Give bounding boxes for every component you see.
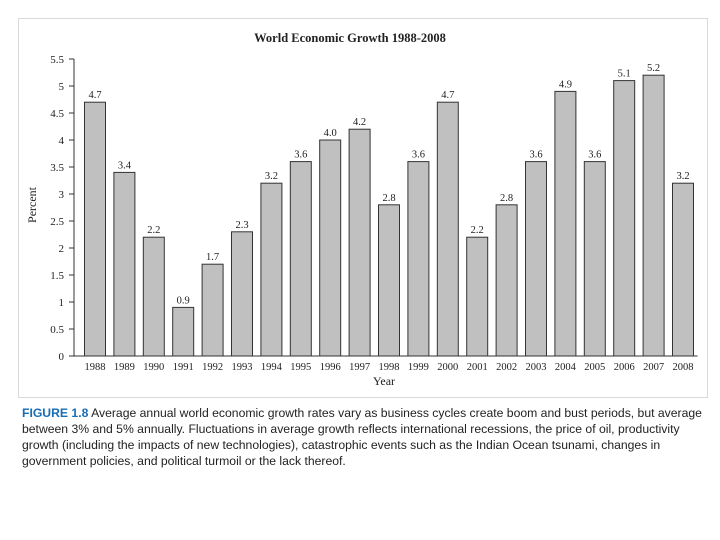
bar-value-label: 2.2 — [471, 225, 484, 236]
bar-value-label: 3.6 — [294, 150, 307, 161]
bar-1994 — [260, 182, 283, 357]
y-tick-label: 1 — [59, 297, 65, 309]
bar-2000 — [436, 101, 459, 357]
x-tick-label: 2008 — [673, 362, 694, 373]
x-tick-label: 2006 — [614, 362, 635, 373]
y-axis-label: Percent — [25, 186, 39, 223]
bar-1996 — [319, 139, 342, 357]
x-tick-label: 2007 — [643, 362, 664, 373]
y-tick-label: 3 — [59, 189, 65, 201]
bar-value-label: 2.3 — [235, 220, 248, 231]
bar-value-label: 4.2 — [353, 117, 366, 128]
bar-1989 — [113, 171, 136, 357]
bar-1992 — [201, 263, 224, 357]
bar-value-label: 5.2 — [647, 63, 660, 74]
bar-1995 — [289, 161, 312, 357]
x-tick-label: 2001 — [467, 362, 488, 373]
bar-value-label: 4.7 — [88, 90, 101, 101]
bar-1999 — [407, 161, 430, 357]
bar-value-label: 3.6 — [588, 150, 601, 161]
y-tick-label: 0 — [59, 351, 65, 363]
x-tick-label: 1990 — [143, 362, 164, 373]
chart-frame — [18, 18, 708, 398]
bar-value-label: 2.2 — [147, 225, 160, 236]
bar-1998 — [378, 204, 400, 357]
bars-group: 4.7 1988 3.4 1989 2.2 1990 0.9 1991 1.7 1992 2.3 19… — [84, 63, 694, 373]
x-axis-label: Year — [373, 374, 395, 388]
y-tick-label: 5 — [59, 81, 65, 93]
x-tick-label: 2003 — [526, 362, 547, 373]
bar-value-label: 4.0 — [324, 128, 337, 139]
bar-value-label: 2.8 — [500, 193, 513, 204]
bar-1997 — [348, 128, 371, 357]
x-tick-label: 2004 — [555, 362, 577, 373]
x-tick-label: 1995 — [290, 362, 311, 373]
bar-value-label: 2.8 — [382, 193, 395, 204]
bar-value-label: 5.1 — [618, 69, 631, 80]
bar-chart: World Economic Growth 1988-2008 Percent … — [25, 31, 698, 388]
bar-1990 — [142, 236, 165, 357]
chart-title: World Economic Growth 1988-2008 — [254, 31, 446, 45]
bar-value-label: 4.9 — [559, 79, 572, 90]
x-tick-label: 2005 — [584, 362, 605, 373]
bar-value-label: 3.6 — [412, 150, 425, 161]
bar-2005 — [583, 161, 606, 357]
bar-value-label: 0.9 — [177, 295, 190, 306]
figure-caption: FIGURE 1.8 Average annual world economic… — [22, 405, 702, 469]
x-tick-label: 1988 — [85, 362, 106, 373]
bar-value-label: 4.7 — [441, 90, 454, 101]
caption-text: Average annual world economic growth rat… — [22, 406, 702, 468]
bar-2001 — [466, 236, 489, 357]
bar-value-label: 3.2 — [676, 171, 689, 182]
bar-1993 — [231, 231, 253, 357]
y-tick-label: 4 — [59, 135, 65, 147]
bar-2003 — [525, 161, 547, 357]
bar-value-label: 3.2 — [265, 171, 278, 182]
y-tick-label: 3.5 — [50, 162, 64, 174]
bar-value-label: 1.7 — [206, 252, 219, 263]
x-tick-label: 2002 — [496, 362, 517, 373]
x-tick-label: 1999 — [408, 362, 429, 373]
bar-1988 — [84, 101, 106, 357]
x-tick-label: 2000 — [437, 362, 458, 373]
y-tick-label: 4.5 — [50, 108, 64, 120]
y-tick-label: 2.5 — [50, 216, 64, 228]
x-tick-label: 1991 — [173, 362, 194, 373]
figure-label: FIGURE 1.8 — [22, 406, 89, 420]
y-tick-label: 0.5 — [50, 324, 64, 336]
bar-1991 — [172, 306, 195, 357]
y-tick-label: 1.5 — [50, 270, 64, 282]
bar-2007 — [642, 74, 665, 357]
x-tick-label: 1992 — [202, 362, 223, 373]
x-tick-label: 1989 — [114, 362, 135, 373]
bar-value-label: 3.6 — [529, 150, 542, 161]
bar-2002 — [495, 204, 518, 357]
bar-2004 — [554, 90, 577, 357]
x-tick-label: 1997 — [349, 362, 370, 373]
x-tick-label: 1996 — [320, 362, 341, 373]
bar-2006 — [613, 80, 636, 357]
bar-2008 — [672, 182, 694, 357]
x-tick-label: 1994 — [261, 362, 283, 373]
x-tick-label: 1993 — [232, 362, 253, 373]
y-tick-label: 2 — [59, 243, 65, 255]
bar-value-label: 3.4 — [118, 160, 132, 171]
x-tick-label: 1998 — [379, 362, 400, 373]
y-tick-label: 5.5 — [50, 54, 64, 66]
